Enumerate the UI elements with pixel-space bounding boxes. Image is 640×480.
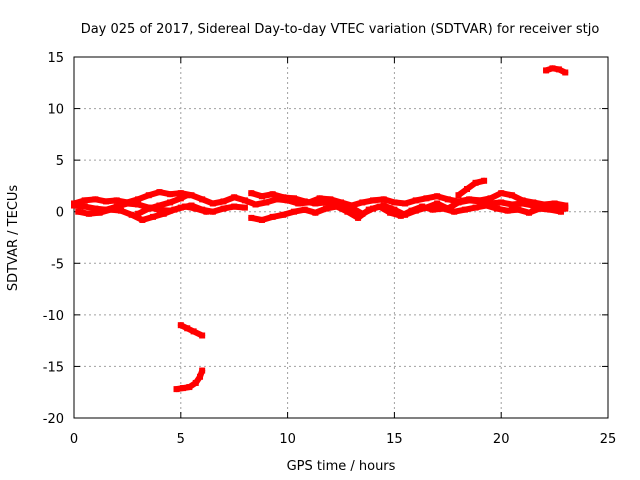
y-axis-label: SDTVAR / TECUs — [6, 185, 21, 292]
x-tick-label: 15 — [386, 432, 403, 447]
y-tick-label: -15 — [43, 360, 64, 375]
x-tick-label: 25 — [600, 432, 617, 447]
series-trace — [177, 322, 206, 339]
y-tick-labels: -20 -15 -10 -5 0 5 10 15 — [43, 51, 64, 427]
y-tick-label: -5 — [51, 257, 64, 272]
y-tick-label: -10 — [43, 309, 64, 324]
y-tick-label: 0 — [56, 206, 64, 221]
y-tick-label: 5 — [56, 154, 64, 169]
y-tick-label: 10 — [47, 103, 64, 118]
series-trace — [543, 65, 569, 76]
chart-title: Day 025 of 2017, Sidereal Day-to-day VTE… — [81, 22, 600, 37]
x-tick-label: 20 — [493, 432, 510, 447]
series-trace — [338, 197, 569, 218]
y-tick-label: 15 — [47, 51, 64, 66]
ticks — [73, 56, 609, 419]
plot-frame — [73, 56, 609, 419]
x-tick-label: 5 — [177, 432, 185, 447]
y-tick-label: -20 — [43, 412, 64, 427]
series-trace — [248, 190, 340, 209]
x-tick-labels: 0 5 10 15 20 25 — [70, 432, 616, 447]
grid — [74, 57, 608, 418]
x-axis-label: GPS time / hours — [287, 459, 396, 474]
series-trace — [173, 367, 206, 393]
x-tick-label: 0 — [70, 432, 78, 447]
data-points — [71, 65, 569, 393]
series-trace — [455, 177, 488, 199]
series-trace — [75, 203, 210, 223]
series-trace — [135, 192, 191, 217]
x-tick-label: 10 — [279, 432, 296, 447]
